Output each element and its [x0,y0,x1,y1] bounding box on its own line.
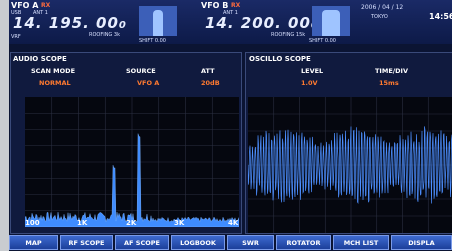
panel-title: OSCILLO SCOPE [249,55,311,63]
vfo-b-frequency: 14. 200. 000 [205,14,319,32]
vfo-a-label: VFO A [11,1,38,10]
value: 15ms [379,79,399,87]
header: TIME/DIV [375,67,408,75]
axis-label: 3K [174,219,184,227]
panel-title: AUDIO SCOPE [13,55,67,63]
time: 14:56 [429,12,452,21]
axis-label: 1K [77,219,87,227]
menu-button[interactable]: MAP [9,235,58,250]
roofing: ROOFING 15k [271,32,305,38]
header: SCAN MODE [31,67,75,75]
vrf: VRF [11,34,21,40]
menu-button[interactable]: MCH LIST [333,235,389,250]
menu-button[interactable]: LOGBOOK [171,235,225,250]
menu-button[interactable]: SWR [227,235,274,250]
value: NORMAL [39,79,71,87]
value: 20dB [201,79,220,87]
value: VFO A [137,79,159,87]
roofing: ROOFING 3k [89,32,120,38]
filter-graph [139,6,177,36]
date: 2006 / 04 / 12 [361,4,403,11]
frequency-last: 0 [119,20,127,31]
value: 1.0V [301,79,318,87]
header: LEVEL [301,67,323,75]
page: VFO A RX USB ANT 1 14. 195. 000 VRF ROOF… [0,0,452,251]
shift: SHIFT 0.00 [139,38,166,44]
city: TOKYO [371,14,388,20]
filter-graph [312,6,350,36]
audio-scope-graph [25,97,239,227]
axis-label: 100 [25,219,40,227]
screen: VFO A RX USB ANT 1 14. 195. 000 VRF ROOF… [9,0,452,251]
shift: SHIFT 0.00 [309,38,336,44]
vfo-b-mode: RX [231,2,240,9]
menu-button[interactable]: AF SCOPE [115,235,169,250]
axis-label: 2K [126,219,136,227]
vfo-a-mode: RX [41,2,50,9]
axis-label: 4K [228,219,238,227]
menu-button[interactable]: ROTATOR [276,235,331,250]
oscillo-scope-graph [248,97,452,233]
header: ATT [201,67,215,75]
menu-button[interactable]: DISPLA [391,235,452,250]
frequency: 14. 200. 00 [205,14,311,32]
vfo-b-label: VFO B [201,1,228,10]
frequency: 14. 195. 00 [13,14,119,32]
menu-button[interactable]: RF SCOPE [60,235,113,250]
vfo-a-frequency: 14. 195. 000 [13,14,127,32]
header: SOURCE [126,67,156,75]
